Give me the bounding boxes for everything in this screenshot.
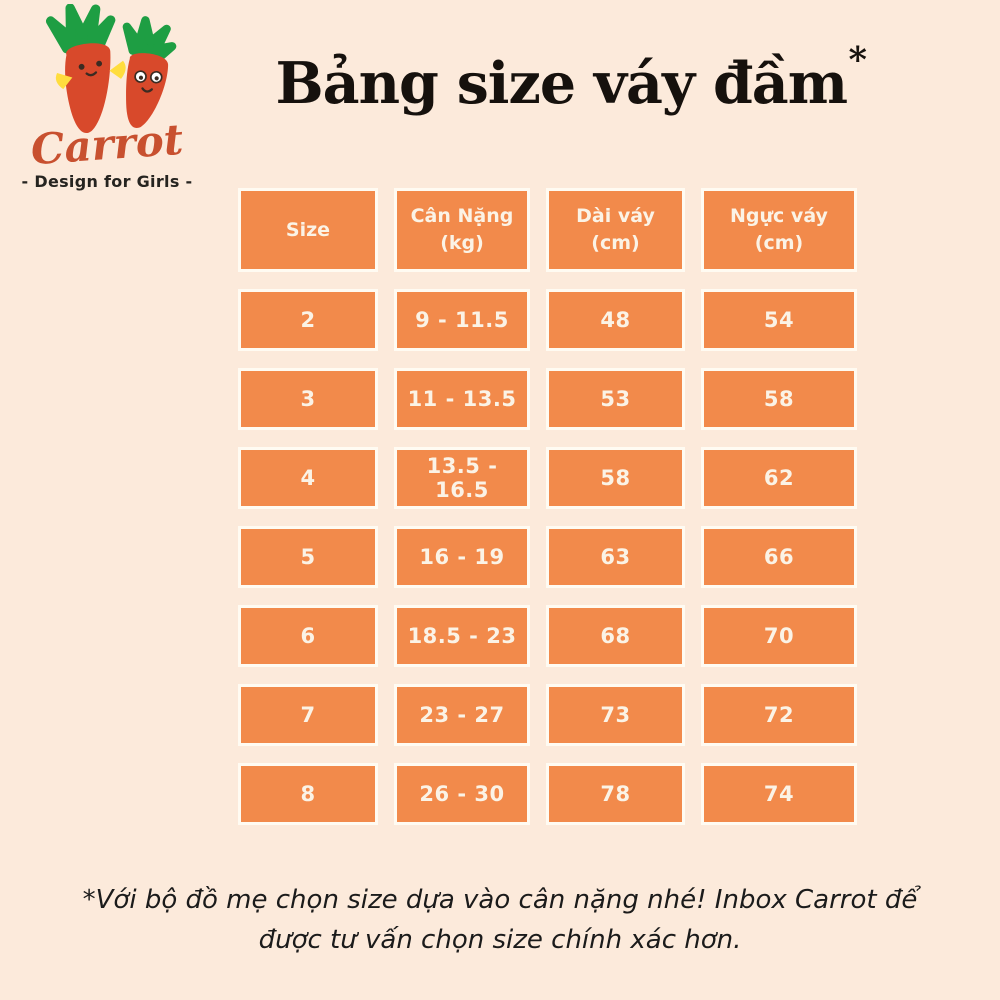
data-cell: 68 (546, 605, 685, 667)
data-cell: 3 (238, 368, 378, 430)
carrot-right (122, 16, 177, 128)
data-cell: 58 (546, 447, 685, 509)
data-cell: 58 (701, 368, 857, 430)
header-cell: Ngực váy (cm) (701, 188, 857, 272)
data-cell: 6 (238, 605, 378, 667)
brand-logo: Carrot - Design for Girls - (12, 4, 202, 191)
carrot-left (45, 4, 126, 133)
header-cell: Dài váy (cm) (546, 188, 685, 272)
data-cell: 73 (546, 684, 685, 746)
data-cell: 74 (701, 763, 857, 825)
data-cell: 13.5 - 16.5 (394, 447, 530, 509)
data-cell: 18.5 - 23 (394, 605, 530, 667)
data-cell: 63 (546, 526, 685, 588)
data-cell: 66 (701, 526, 857, 588)
data-cell: 78 (546, 763, 685, 825)
data-cell: 7 (238, 684, 378, 746)
data-cell: 72 (701, 684, 857, 746)
data-cell: 53 (546, 368, 685, 430)
page-title: Bảng size váy đầm* (250, 40, 890, 117)
data-cell: 4 (238, 447, 378, 509)
brand-name: Carrot (29, 114, 185, 175)
data-cell: 54 (701, 289, 857, 351)
brand-tagline: - Design for Girls - (21, 172, 193, 191)
data-cell: 16 - 19 (394, 526, 530, 588)
page-title-text: Bảng size váy đầm (275, 50, 848, 117)
data-cell: 9 - 11.5 (394, 289, 530, 351)
data-cell: 48 (546, 289, 685, 351)
footnote: *Với bộ đồ mẹ chọn size dựa vào cân nặng… (82, 885, 918, 956)
carrot-mascots-illustration (45, 4, 177, 133)
data-cell: 70 (701, 605, 857, 667)
title-asterisk: * (848, 39, 867, 81)
header-cell: Cân Nặng (kg) (394, 188, 530, 272)
data-cell: 2 (238, 289, 378, 351)
data-cell: 62 (701, 447, 857, 509)
size-table: Size Cân Nặng (kg) Dài váy (cm) Ngực váy (c… (238, 188, 857, 825)
data-cell: 8 (238, 763, 378, 825)
header-cell: Size (238, 188, 378, 272)
data-cell: 5 (238, 526, 378, 588)
data-cell: 26 - 30 (394, 763, 530, 825)
data-cell: 11 - 13.5 (394, 368, 530, 430)
data-cell: 23 - 27 (394, 684, 530, 746)
